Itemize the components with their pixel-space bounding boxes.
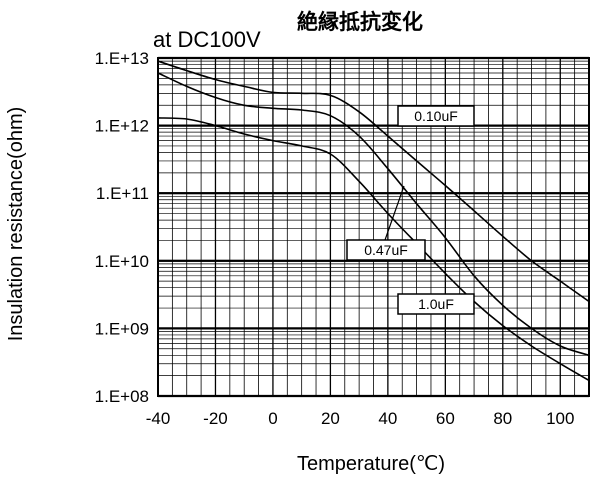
y-tick-label: 1.E+11 (96, 184, 149, 203)
series-layer (157, 60, 590, 382)
x-tick-label: 0 (268, 409, 277, 428)
y-tick-label: 1.E+13 (95, 49, 149, 68)
x-axis-title: Temperature(℃) (297, 453, 445, 475)
series-label: 1.0uF (418, 296, 454, 312)
y-tick-label: 1.E+10 (95, 252, 149, 271)
series-label-box (346, 239, 426, 261)
annot-layer: 0.10uF 0.47uF 1.0uF (346, 105, 475, 315)
series-line (157, 72, 590, 357)
series-line (157, 117, 590, 382)
series-label-leader (384, 185, 405, 241)
series-line (157, 60, 590, 303)
plot-frame (157, 57, 590, 397)
chart-subtitle: at DC100V (153, 27, 261, 52)
series-label-box (397, 105, 475, 127)
series-label: 0.10uF (414, 108, 458, 124)
y-tick-label: 1.E+12 (95, 117, 149, 136)
x-tick-label: 60 (436, 409, 455, 428)
x-tick-label: -40 (146, 409, 171, 428)
x-tick-label: 100 (546, 409, 574, 428)
x-tick-label: 80 (493, 409, 512, 428)
x-tick-label: -20 (203, 409, 228, 428)
x-tick-label: 40 (378, 409, 397, 428)
series-label: 0.47uF (364, 242, 408, 258)
y-axis-title: Insulation resistance(ohm) (5, 107, 27, 342)
y-tick-label: 1.E+08 (95, 387, 149, 406)
grid-layer (157, 56, 590, 398)
frame-layer (157, 57, 590, 397)
y-tick-label: 1.E+09 (95, 319, 149, 338)
ticks-layer: -40 -20 0 20 40 60 80 100 1.E+08 1.E+09 1.E+10 1.E+… (95, 49, 575, 428)
chart-title: 絶縁抵抗変化 (297, 10, 423, 34)
x-tick-label: 20 (321, 409, 340, 428)
series-label-box (397, 293, 475, 315)
